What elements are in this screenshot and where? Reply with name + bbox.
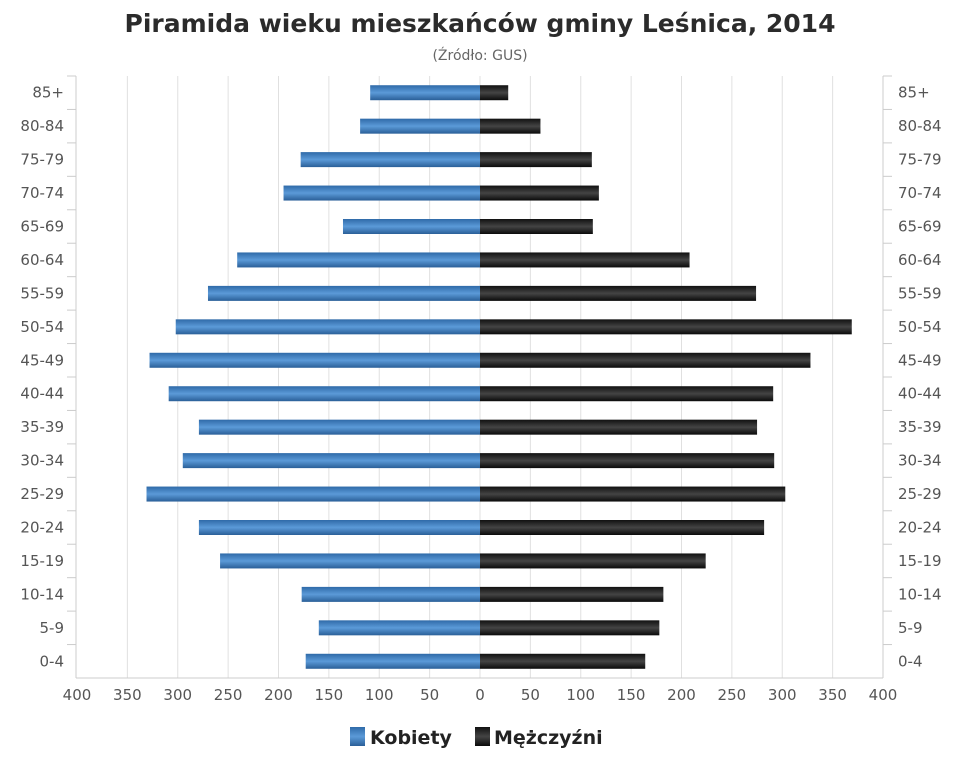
y-tick-label-right: 15-19 — [898, 552, 942, 570]
bar-kobiety — [168, 386, 480, 402]
bar-mezczyzni — [480, 486, 786, 502]
bar-kobiety — [149, 352, 481, 368]
bar-kobiety — [198, 419, 480, 435]
bar-mezczyzni — [480, 118, 541, 134]
x-tick-label: 50 — [420, 686, 439, 704]
y-tick-label-left: 80-84 — [20, 117, 64, 135]
bar-kobiety — [146, 486, 480, 502]
y-tick-label-right: 45-49 — [898, 351, 942, 369]
bar-mezczyzni — [480, 319, 852, 335]
y-tick-label-left: 25-29 — [20, 485, 64, 503]
x-tick-label: 150 — [315, 686, 344, 704]
y-tick-label-left: 55-59 — [20, 284, 64, 302]
bar-mezczyzni — [480, 185, 599, 201]
bar-mezczyzni — [480, 285, 757, 301]
y-tick-label-left: 85+ — [32, 84, 64, 102]
x-tick-label: 400 — [869, 686, 898, 704]
x-tick-label: 300 — [768, 686, 797, 704]
x-tick-label: 300 — [163, 686, 192, 704]
x-tick-label: 200 — [264, 686, 293, 704]
bar-mezczyzni — [480, 419, 758, 435]
x-tick-label: 400 — [63, 686, 92, 704]
x-tick-label: 150 — [617, 686, 646, 704]
bar-mezczyzni — [480, 252, 690, 268]
x-tick-label: 250 — [718, 686, 747, 704]
y-tick-label-left: 75-79 — [20, 151, 64, 169]
bar-mezczyzni — [480, 620, 660, 636]
bar-kobiety — [360, 118, 480, 134]
y-tick-label-left: 0-4 — [40, 652, 65, 670]
x-tick-label: 50 — [521, 686, 540, 704]
bar-kobiety — [300, 152, 480, 168]
y-tick-label-left: 40-44 — [20, 385, 64, 403]
y-tick-label-right: 80-84 — [898, 117, 942, 135]
y-tick-label-left: 20-24 — [20, 519, 64, 537]
y-tick-label-left: 35-39 — [20, 418, 64, 436]
bar-kobiety — [342, 219, 480, 234]
legend-swatch-mezczyzni[interactable] — [475, 727, 490, 746]
y-tick-label-left: 50-54 — [20, 318, 64, 336]
bar-mezczyzni — [480, 219, 593, 234]
y-tick-label-left: 60-64 — [20, 251, 64, 269]
bar-mezczyzni — [480, 653, 646, 669]
y-tick-label-right: 30-34 — [898, 452, 942, 470]
legend-label-mezczyzni[interactable]: Mężczyźni — [494, 727, 603, 749]
y-tick-label-right: 20-24 — [898, 519, 942, 537]
bar-kobiety — [198, 520, 480, 535]
chart-subtitle: (Źródło: GUS) — [432, 46, 527, 64]
y-tick-label-right: 35-39 — [898, 418, 942, 436]
bar-kobiety — [283, 185, 480, 201]
bar-kobiety — [301, 586, 480, 602]
y-tick-label-right: 75-79 — [898, 151, 942, 169]
bar-mezczyzni — [480, 152, 592, 168]
y-tick-label-right: 70-74 — [898, 184, 942, 202]
y-tick-label-left: 15-19 — [20, 552, 64, 570]
y-tick-label-right: 65-69 — [898, 218, 942, 236]
y-tick-label-right: 55-59 — [898, 284, 942, 302]
y-tick-label-left: 45-49 — [20, 351, 64, 369]
bar-mezczyzni — [480, 85, 509, 101]
y-tick-label-right: 60-64 — [898, 251, 942, 269]
bar-mezczyzni — [480, 386, 774, 402]
legend-swatch-kobiety[interactable] — [350, 727, 365, 746]
legend-label-kobiety[interactable]: Kobiety — [370, 727, 453, 749]
bar-kobiety — [318, 620, 480, 636]
x-tick-label: 0 — [475, 686, 485, 704]
bar-kobiety — [175, 319, 481, 335]
y-tick-label-right: 40-44 — [898, 385, 942, 403]
bar-kobiety — [220, 553, 480, 569]
bar-kobiety — [305, 653, 480, 669]
x-tick-label: 250 — [214, 686, 243, 704]
y-tick-label-left: 30-34 — [20, 452, 64, 470]
bar-mezczyzni — [480, 586, 664, 602]
y-tick-label-right: 10-14 — [898, 585, 942, 603]
bar-mezczyzni — [480, 520, 765, 535]
bar-kobiety — [237, 252, 480, 268]
bar-kobiety — [370, 85, 480, 101]
y-tick-label-left: 5-9 — [40, 619, 65, 637]
legend: Kobiety Mężczyźni — [350, 727, 603, 749]
x-tick-label: 100 — [365, 686, 394, 704]
bar-mezczyzni — [480, 453, 775, 469]
bar-kobiety — [207, 285, 480, 301]
x-tick-label: 100 — [566, 686, 595, 704]
bar-mezczyzni — [480, 352, 811, 368]
y-tick-label-right: 5-9 — [898, 619, 923, 637]
chart-title: Piramida wieku mieszkańców gminy Leśnica… — [125, 9, 836, 38]
x-tick-label: 200 — [667, 686, 696, 704]
y-tick-label-left: 10-14 — [20, 585, 64, 603]
y-tick-label-right: 85+ — [898, 84, 930, 102]
bar-kobiety — [182, 453, 480, 469]
x-tick-label: 350 — [113, 686, 142, 704]
y-tick-label-left: 65-69 — [20, 218, 64, 236]
x-tick-label: 350 — [818, 686, 847, 704]
y-tick-label-right: 0-4 — [898, 652, 923, 670]
bar-mezczyzni — [480, 553, 706, 569]
y-tick-label-right: 25-29 — [898, 485, 942, 503]
y-tick-label-right: 50-54 — [898, 318, 942, 336]
y-tick-label-left: 70-74 — [20, 184, 64, 202]
